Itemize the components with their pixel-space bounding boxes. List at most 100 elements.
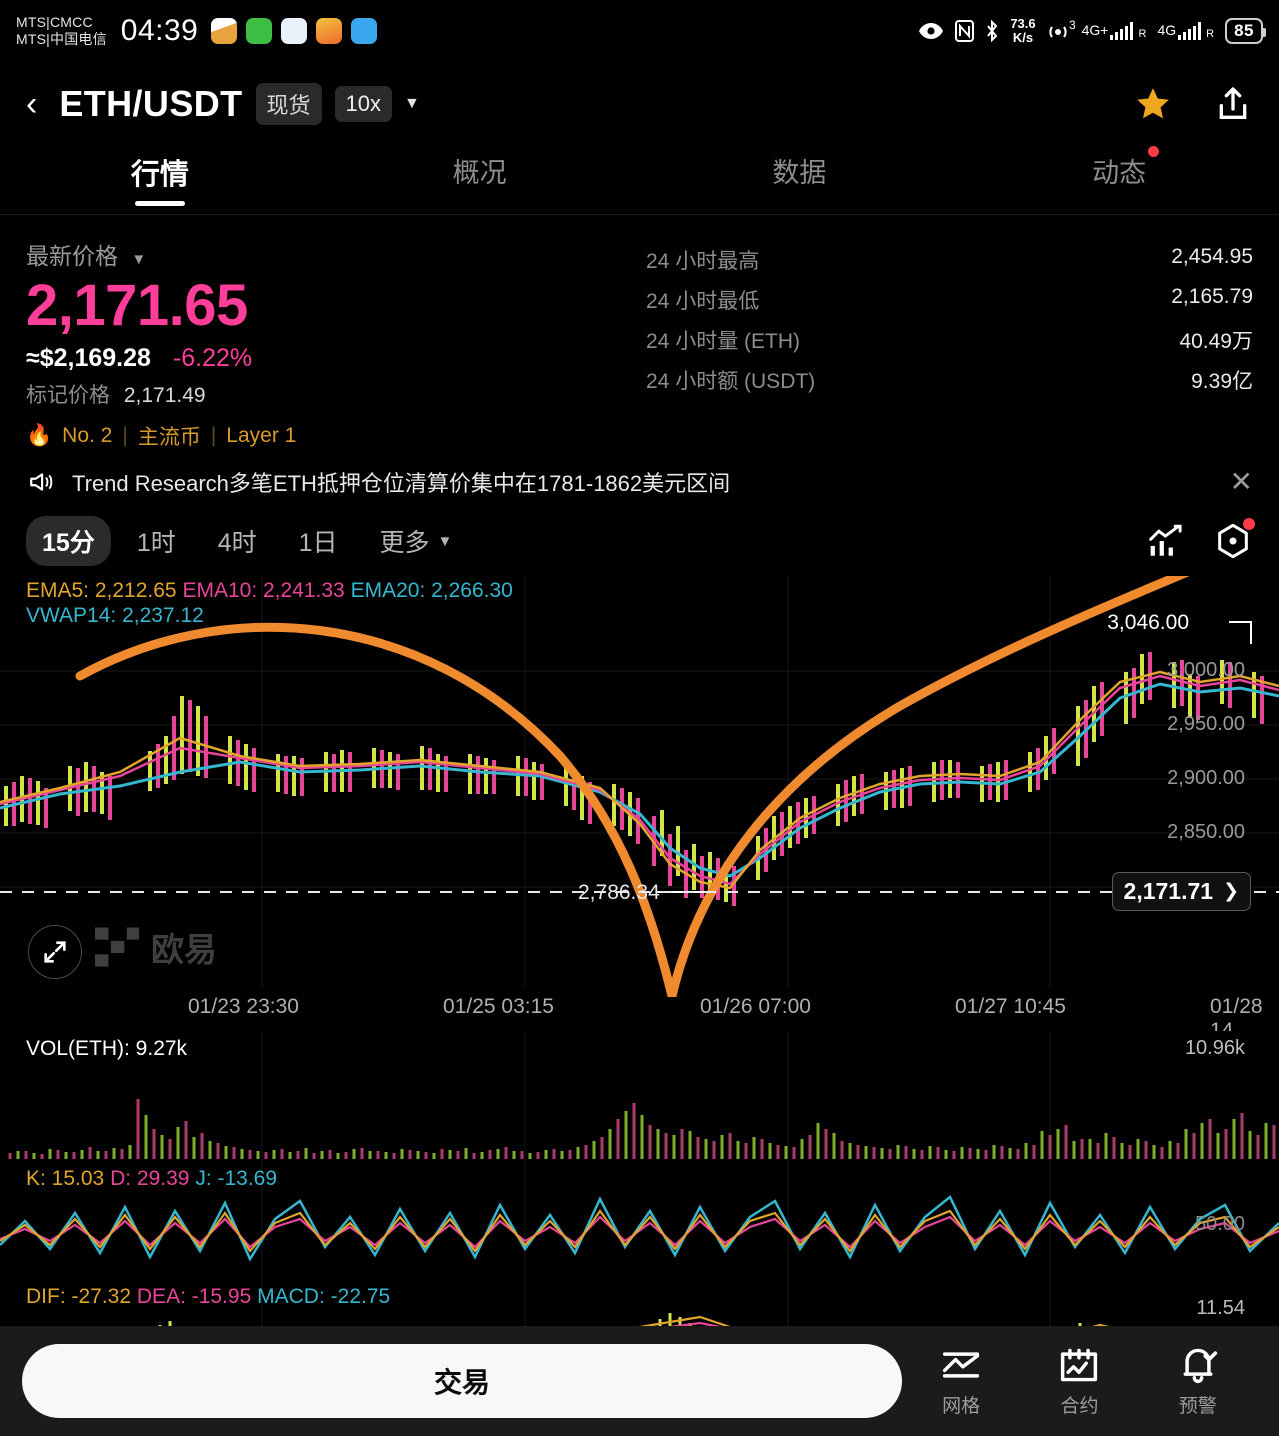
high-price-marker: 3,046.00 <box>1107 611 1189 634</box>
roaming-2-label: R <box>1206 28 1215 40</box>
app-header: ‹ ETH/USDT 现货 10x ▼ <box>0 62 1279 146</box>
chart-legend: EMA5: 2,212.65 EMA10: 2,241.33 EMA20: 2,… <box>26 578 513 628</box>
notes-app-icon <box>211 18 238 44</box>
network-speed: 73.6 K/s <box>1010 16 1036 45</box>
bottom-nav: 网格 合约 预警 <box>902 1345 1257 1418</box>
tab-dynamics[interactable]: 动态 <box>959 146 1279 190</box>
tag-mainstream[interactable]: 主流币 <box>137 426 201 449</box>
signal-2-group: 4G R <box>1157 22 1214 40</box>
tab-overview[interactable]: 概况 <box>452 158 507 188</box>
grid-chart-icon <box>943 1351 980 1378</box>
last-price: 2,171.65 <box>26 273 248 338</box>
chart-tools <box>1147 518 1255 561</box>
megaphone-icon <box>30 472 53 491</box>
x-tick-2: 01/25 03:15 <box>443 995 554 1018</box>
stat-label: 24 小时最低 <box>646 290 760 313</box>
macd-macd-value: MACD: -22.75 <box>257 1285 391 1308</box>
bell-alert-icon <box>1183 1348 1217 1383</box>
timeframe-1h[interactable]: 1时 <box>136 529 176 557</box>
vwap14-legend: VWAP14: 2,237.12 <box>26 604 204 627</box>
y-tick-3000: 3,000.00 <box>1167 659 1245 681</box>
settings-hexagon-icon[interactable] <box>1213 521 1253 561</box>
price-label-row[interactable]: 最新价格 ▼ <box>26 237 646 271</box>
x-tick-3: 01/26 07:00 <box>700 995 811 1018</box>
volume-legend: VOL(ETH): 9.27k <box>26 1037 188 1060</box>
timeframe-4h[interactable]: 4时 <box>217 529 257 557</box>
tab-badge-dot <box>1148 146 1160 157</box>
bottom-nav-contract[interactable]: 合约 <box>1057 1345 1101 1418</box>
kdj-j-value: J: -13.69 <box>195 1167 278 1190</box>
close-icon[interactable]: ✕ <box>1229 466 1253 497</box>
tab-market[interactable]: 行情 <box>0 146 320 193</box>
stat-row-turnover-usdt: 24 小时额 (USDT) 9.39亿 <box>646 365 1253 395</box>
x-tick-5: 01/28 14 <box>1210 995 1263 1031</box>
back-button[interactable]: ‹ <box>26 85 38 123</box>
mail-app-icon <box>316 18 343 44</box>
kdj-j-line <box>0 1195 1279 1262</box>
status-indicators: 73.6 K/s 3 4G+ R 4G <box>918 16 1266 45</box>
kdj-panel[interactable]: K: 15.03 D: 29.39 J: -13.69 50.00 <box>0 1161 1279 1279</box>
status-bar: MTS|CMCC MTS|中国电信 04:39 73.6 K/s <box>0 0 1279 62</box>
caret-down-icon[interactable]: ▼ <box>131 251 147 268</box>
stat-label: 24 小时最高 <box>646 250 760 273</box>
trade-button[interactable]: 交易 <box>22 1344 902 1418</box>
y-tick-2950: 2,950.00 <box>1167 713 1245 735</box>
stat-row-low: 24 小时最低 2,165.79 <box>646 285 1253 315</box>
y-tick-2850: 2,850.00 <box>1167 821 1245 843</box>
timeframe-more[interactable]: 更多 ▼ <box>364 516 469 566</box>
coin-tags: 🔥 No. 2 | 主流币 | Layer 1 <box>26 421 646 451</box>
kdj-k-value: K: 15.03 <box>26 1167 105 1190</box>
kdj-legend: K: 15.03 D: 29.39 J: -13.69 <box>26 1167 277 1191</box>
bottom-nav-alert-label: 预警 <box>1178 1395 1217 1417</box>
signal-1-label: 4G+ <box>1081 22 1109 38</box>
tag-layer1[interactable]: Layer 1 <box>226 424 297 447</box>
bottom-bar: 交易 网格 合约 预警 <box>0 1326 1279 1436</box>
price-label: 最新价格 <box>26 243 118 269</box>
fullscreen-expand-icon[interactable] <box>28 925 82 979</box>
ema10-line <box>0 674 1279 886</box>
stat-value: 2,454.95 <box>1171 245 1253 268</box>
low-price-marker: 2,786.34 <box>578 881 660 904</box>
price-chart[interactable]: EMA5: 2,212.65 EMA10: 2,241.33 EMA20: 2,… <box>0 576 1279 1031</box>
ema5-legend: EMA5: 2,212.65 <box>26 579 177 602</box>
bottom-nav-grid[interactable]: 网格 <box>939 1345 983 1418</box>
message-app-icon <box>351 18 378 44</box>
volume-panel[interactable]: VOL(ETH): 9.27k 10.96k <box>0 1031 1279 1161</box>
kdj-canvas <box>0 1161 1279 1279</box>
stat-row-high: 24 小时最高 2,454.95 <box>646 245 1253 275</box>
tab-data[interactable]: 数据 <box>772 158 827 188</box>
page-title: ETH/USDT <box>59 83 243 124</box>
hotspot-icon: 3 <box>1047 18 1076 42</box>
watermark-text: 欧易 <box>151 931 217 968</box>
stats-panel: 24 小时最高 2,454.95 24 小时最低 2,165.79 24 小时量… <box>646 237 1253 451</box>
orange-annotation-curve <box>75 576 1190 998</box>
current-price-tag[interactable]: 2,171.71 ❯ <box>1111 872 1251 911</box>
indicator-chart-icon[interactable] <box>1147 523 1187 559</box>
usd-approx-price: ≈$2,169.28 <box>26 344 151 372</box>
volume-canvas <box>8 1031 1276 1161</box>
okx-logo-icon <box>95 927 139 967</box>
chevron-down-icon[interactable]: ▼ <box>404 95 420 112</box>
settings-hexagon-wrap[interactable] <box>1213 518 1255 561</box>
x-tick-4: 01/27 10:45 <box>955 995 1066 1018</box>
bottom-nav-alert[interactable]: 预警 <box>1176 1345 1220 1418</box>
announcement-text: Trend Research多笔ETH抵押仓位清算价集中在1781-1862美元… <box>72 470 731 496</box>
stat-value: 2,165.79 <box>1171 285 1253 308</box>
timeframe-15m[interactable]: 15分 <box>26 516 111 566</box>
ema10-legend: EMA10: 2,241.33 <box>182 579 345 602</box>
announcement-banner[interactable]: Trend Research多笔ETH抵押仓位清算价集中在1781-1862美元… <box>0 455 1279 510</box>
kdj-k-line <box>0 1209 1279 1253</box>
leverage-badge[interactable]: 10x <box>334 86 393 122</box>
star-filled-icon[interactable] <box>1133 85 1173 123</box>
share-upload-icon[interactable] <box>1213 84 1253 124</box>
macd-dea-value: DEA: -15.95 <box>136 1285 252 1308</box>
kdj-d-value: D: 29.39 <box>110 1167 190 1190</box>
exchange-watermark: 欧易 <box>95 923 217 971</box>
ema5-line <box>0 670 1279 890</box>
rank-label: No. 2 <box>62 424 113 447</box>
timeframe-1d[interactable]: 1日 <box>298 529 338 557</box>
stat-value: 9.39亿 <box>1191 370 1253 393</box>
hotspot-count: 3 <box>1068 18 1076 32</box>
market-type-badge[interactable]: 现货 <box>255 83 322 125</box>
carrier-line-2: MTS|中国电信 <box>16 31 107 47</box>
